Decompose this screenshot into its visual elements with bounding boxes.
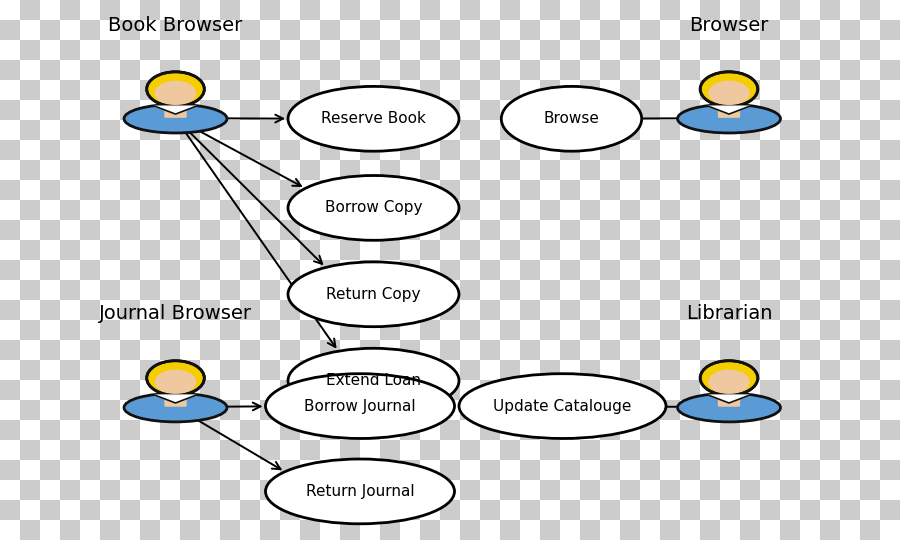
Text: Librarian: Librarian [686,305,772,323]
Text: Journal Browser: Journal Browser [99,305,252,323]
Text: Update Catalouge: Update Catalouge [493,399,632,414]
Ellipse shape [288,176,459,240]
Ellipse shape [678,104,780,133]
Text: Extend Loan: Extend Loan [326,373,421,388]
FancyBboxPatch shape [718,106,740,118]
Text: Return Copy: Return Copy [326,287,421,302]
FancyBboxPatch shape [165,106,186,118]
Ellipse shape [266,374,454,438]
Ellipse shape [501,86,642,151]
Ellipse shape [266,459,454,524]
Circle shape [708,369,750,394]
Ellipse shape [288,348,459,413]
Polygon shape [708,395,750,403]
Ellipse shape [288,262,459,327]
Text: Browse: Browse [544,111,599,126]
Circle shape [700,361,758,395]
Ellipse shape [288,86,459,151]
Text: Reserve Book: Reserve Book [321,111,426,126]
FancyBboxPatch shape [165,395,186,407]
Text: Borrow Copy: Borrow Copy [325,200,422,215]
Circle shape [155,369,196,394]
Ellipse shape [124,393,227,422]
Circle shape [155,80,196,105]
Polygon shape [155,106,196,114]
Circle shape [708,80,750,105]
Text: Browser: Browser [689,16,769,35]
Ellipse shape [459,374,666,438]
Circle shape [147,361,204,395]
Text: Return Journal: Return Journal [306,484,414,499]
Polygon shape [155,395,196,403]
Polygon shape [708,106,750,114]
Text: Book Browser: Book Browser [108,16,243,35]
Ellipse shape [678,393,780,422]
FancyBboxPatch shape [718,395,740,407]
Circle shape [700,72,758,106]
Text: Borrow Journal: Borrow Journal [304,399,416,414]
Ellipse shape [124,104,227,133]
Circle shape [147,72,204,106]
